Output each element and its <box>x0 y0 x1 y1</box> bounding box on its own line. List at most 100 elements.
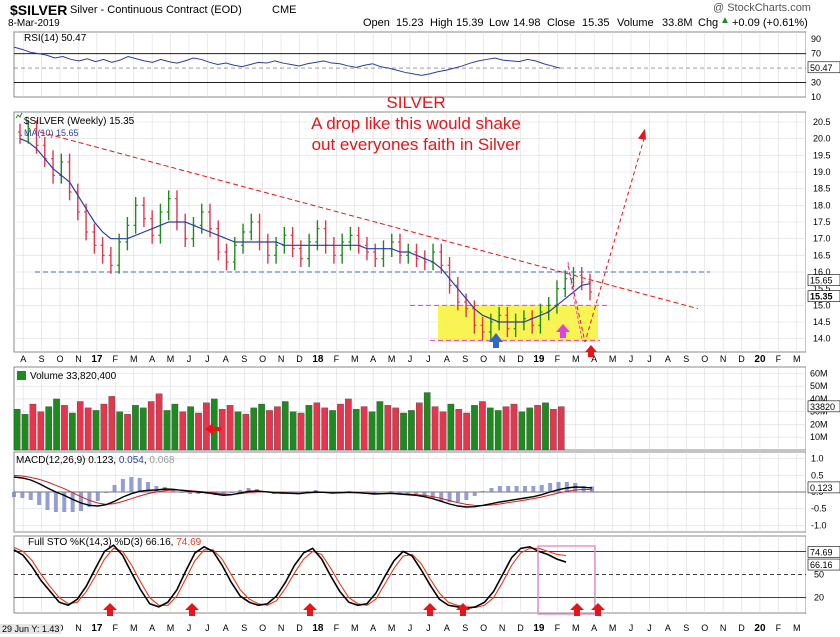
price-y-tick: 15.0 <box>813 300 831 310</box>
close-label: Close <box>547 17 576 29</box>
x-tick-label: M <box>167 623 175 633</box>
symbol[interactable]: $SILVER <box>10 2 68 18</box>
x-tick-label: J <box>205 623 210 633</box>
volume-value: 33.8M <box>662 17 693 29</box>
x-tick-label: O <box>480 354 487 364</box>
volume-bar <box>297 412 305 451</box>
macd-histogram-bar <box>229 492 234 493</box>
price-y-tick: 17.0 <box>813 234 831 244</box>
macd-histogram-bar <box>397 492 402 493</box>
volume-bar <box>431 406 439 451</box>
macd-y-tick: -1.0 <box>811 520 827 530</box>
volume-bar <box>455 408 463 451</box>
volume-bar <box>471 405 478 451</box>
x-tick-label: A <box>665 354 671 364</box>
high-label: High <box>430 17 453 29</box>
x-tick-label: A <box>370 623 376 633</box>
right-axis-strip <box>806 32 840 613</box>
volume-bar <box>124 414 131 451</box>
price-y-tick: 16.5 <box>813 250 831 260</box>
x-tick-label: M <box>388 354 396 364</box>
price-bar <box>51 150 56 184</box>
volume-bar <box>368 411 376 451</box>
macd-histogram-bar <box>347 491 352 492</box>
x-tick-label: A <box>591 354 597 364</box>
x-tick-label: O <box>480 623 487 633</box>
volume-legend-icon <box>17 371 26 380</box>
rsi-y-tick: 70 <box>811 49 821 59</box>
sto-value-box <box>807 558 840 571</box>
macd-histogram-bar <box>129 477 134 492</box>
x-tick-label: J <box>205 354 210 364</box>
price-bar <box>141 197 146 227</box>
volume-bar <box>163 410 171 451</box>
price-bar <box>241 223 246 254</box>
x-tick-label: M <box>130 354 138 364</box>
rsi-value-label: 50.47 <box>810 63 833 73</box>
macd-histogram-bar <box>62 492 67 512</box>
rsi-legend: RSI(14) 50.47 <box>24 33 87 44</box>
macd-histogram-bar <box>112 485 117 492</box>
x-tick-label: M <box>572 354 580 364</box>
x-tick-label: D <box>296 623 303 633</box>
x-tick-label: M <box>793 623 801 633</box>
volume-bar <box>486 407 494 451</box>
price-bar <box>307 233 312 267</box>
stochastic-highlight-box <box>537 545 596 615</box>
price-value-box <box>807 290 840 302</box>
magenta-up-arrow-icon <box>556 324 570 338</box>
x-tick-label: O <box>57 354 64 364</box>
macd-histogram-bar <box>137 478 142 492</box>
volume-bar <box>69 412 76 451</box>
x-tick-label: S <box>39 354 45 364</box>
volume-bar <box>439 411 447 451</box>
low-label: Low <box>489 17 510 29</box>
volume-bar <box>518 411 526 451</box>
macd-value-label: 0.123 <box>810 483 833 493</box>
x-tick-label: N <box>720 623 727 633</box>
vol-y-tick: 50M <box>810 381 828 391</box>
volume-bar <box>502 406 510 451</box>
price-y-tick: 20.0 <box>813 134 831 144</box>
x-tick-label: F <box>334 623 340 633</box>
price-bar <box>166 190 171 221</box>
consolidation-highlight <box>438 305 598 342</box>
price-bar <box>216 220 221 261</box>
macd-histogram-bar <box>146 482 151 492</box>
low-value: 14.98 <box>513 17 541 29</box>
macd-histogram-bar <box>414 492 419 494</box>
sto-value-label: 66.16 <box>810 560 833 570</box>
volume-bar <box>258 403 265 451</box>
copyright[interactable]: @ StockCharts.com <box>713 2 811 14</box>
volume-bar <box>195 412 202 451</box>
x-tick-label: D <box>738 623 745 633</box>
x-tick-label: M <box>351 354 359 364</box>
price-bar <box>398 233 402 264</box>
x-tick-label: S <box>462 623 468 633</box>
high-value: 15.39 <box>456 17 484 29</box>
macd-histogram-bar <box>514 486 519 492</box>
volume-bar <box>384 405 392 451</box>
x-tick-label: M <box>609 623 617 633</box>
price-y-tick: 19.5 <box>813 150 831 160</box>
x-tick-label: M <box>388 623 396 633</box>
volume-bar <box>108 396 116 451</box>
macd-histogram-bar <box>154 486 159 492</box>
macd-histogram-bar <box>171 490 176 492</box>
macd-histogram-bar <box>522 486 527 492</box>
open-value: 15.23 <box>396 17 424 29</box>
x-tick-label: M <box>793 354 801 364</box>
x-tick-label: J <box>647 623 652 633</box>
volume-bar <box>329 410 336 451</box>
price-bar <box>588 273 592 301</box>
price-y-tick: 16.0 <box>813 267 831 277</box>
x-tick-label: J <box>629 623 634 633</box>
vol-y-tick: 20M <box>810 419 828 429</box>
macd-histogram-bar <box>45 492 50 510</box>
vol-y-tick: 40M <box>810 394 828 404</box>
macd-legend: MACD(12,26,9) 0.123, 0.054, 0.068 <box>16 455 175 466</box>
macd-histogram-bar <box>531 486 536 492</box>
volume-bar <box>463 412 470 451</box>
price-legend-symbol: $SILVER (Weekly) 15.35 <box>24 116 135 127</box>
volume-bar <box>337 403 344 451</box>
